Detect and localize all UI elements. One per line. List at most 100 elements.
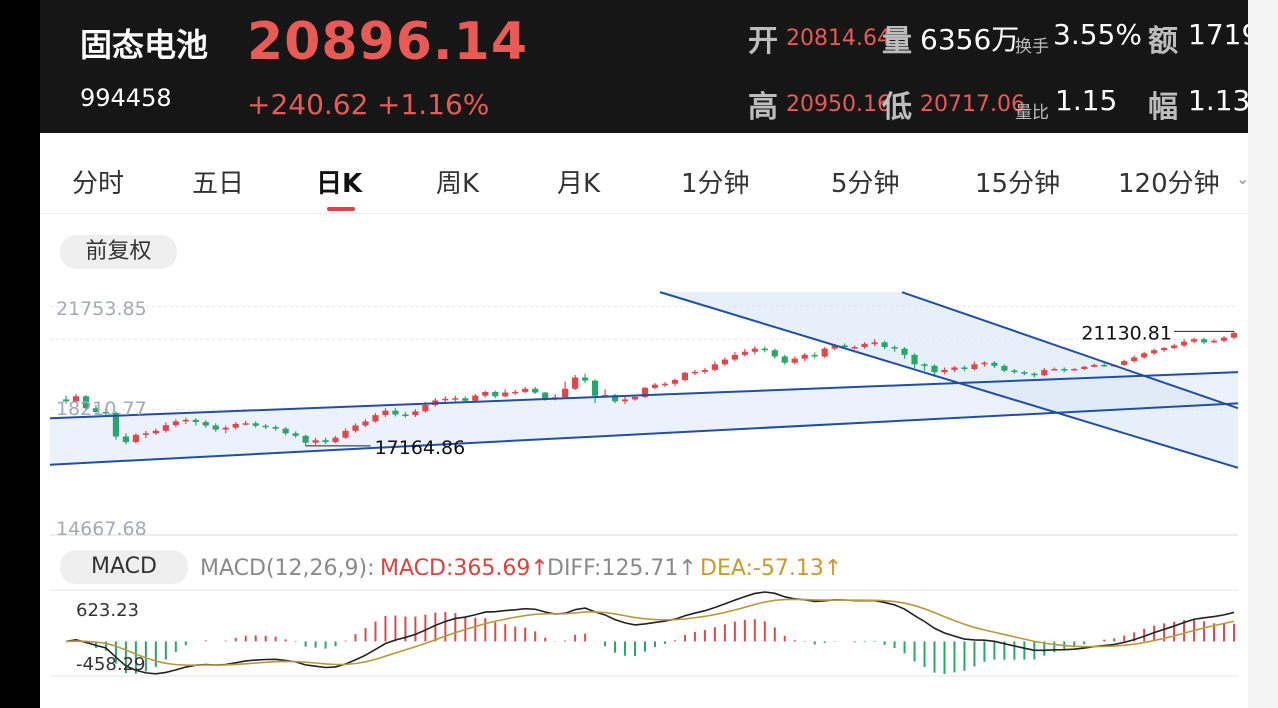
candle-body: [861, 343, 868, 348]
volume-label: 量: [882, 24, 912, 59]
tab-daily-k[interactable]: 日K: [316, 169, 363, 199]
candle-body: [392, 410, 399, 415]
candle: [591, 379, 599, 404]
candle-body: [352, 425, 359, 431]
y-axis-tick-label: 14667.68: [56, 518, 147, 540]
tab-intraday[interactable]: 分时: [72, 169, 125, 199]
tab-weekly-k[interactable]: 周K: [436, 169, 480, 199]
open-label: 开: [748, 24, 778, 59]
adjust-mode-button[interactable]: 前复权: [60, 235, 177, 269]
candle: [1230, 331, 1238, 339]
screen-edge-left: [0, 0, 40, 708]
turnover-label: 换手: [1015, 37, 1049, 57]
candle: [921, 362, 928, 371]
candle: [701, 368, 709, 374]
candle: [1021, 370, 1028, 376]
change-percent: +1.16%: [377, 88, 490, 121]
rising-channel-lower-line: [49, 402, 1239, 466]
candle: [212, 423, 219, 432]
candle-body: [322, 440, 329, 443]
candle: [621, 396, 629, 404]
tab-five-day[interactable]: 五日: [192, 169, 245, 199]
candle-body: [701, 369, 709, 372]
candle: [981, 361, 988, 367]
tab-1-minute[interactable]: 1分钟: [681, 169, 750, 199]
candle-body: [402, 414, 409, 416]
period-tab-bar: 分时 五日 日K 周K 月K 1分钟 5分钟 15分钟 120分钟 ⌄: [40, 145, 1248, 214]
tab-15-minute[interactable]: 15分钟: [975, 169, 1061, 199]
candle-body: [1081, 366, 1088, 370]
candle-body: [1230, 333, 1238, 338]
candle: [791, 356, 798, 365]
candle-body: [342, 430, 349, 438]
candle-body: [242, 423, 249, 425]
candle-body: [991, 362, 998, 366]
candle-body: [801, 354, 808, 359]
candle: [951, 365, 958, 373]
candle-body: [1071, 369, 1078, 371]
tab-5-minute[interactable]: 5分钟: [831, 169, 900, 199]
candle-body: [472, 395, 479, 401]
candle-body: [122, 436, 129, 443]
candle: [402, 411, 409, 418]
candle-body: [811, 354, 818, 357]
candle: [1121, 359, 1128, 366]
candle: [332, 435, 339, 444]
candle-body: [452, 398, 459, 400]
kline-chart[interactable]: 21753.85 18210.77 14667.68 21130.81 17164.86: [40, 285, 1248, 545]
candle: [372, 412, 379, 423]
candle-body: [1220, 337, 1228, 341]
macd-chart[interactable]: 623.23 -458.29: [40, 588, 1248, 698]
candle-body: [442, 398, 449, 401]
candle: [192, 418, 199, 426]
candle: [362, 419, 369, 428]
candle-body: [182, 419, 189, 422]
tab-monthly-k[interactable]: 月K: [557, 169, 601, 199]
candle: [681, 371, 689, 382]
candle-body: [741, 351, 748, 355]
candle-body: [292, 433, 299, 436]
candle: [312, 437, 319, 445]
candle: [342, 428, 349, 439]
candle: [961, 365, 968, 372]
candle: [492, 390, 499, 399]
falling-channel-lower-line: [659, 291, 1239, 469]
candle: [562, 381, 569, 398]
candle: [272, 425, 279, 431]
candle: [302, 434, 309, 446]
candle-body: [681, 372, 689, 380]
candle-body: [132, 434, 139, 443]
candle-body: [232, 423, 239, 428]
candle-body: [532, 388, 539, 393]
y-axis-tick-label: 21753.85: [56, 298, 147, 320]
candle-body: [821, 348, 828, 357]
candle: [1151, 348, 1158, 355]
candle: [142, 430, 149, 439]
candle: [252, 421, 259, 428]
candle: [1200, 337, 1208, 344]
candle-body: [262, 425, 269, 428]
rising-channel-upper-line: [49, 371, 1239, 420]
candle: [382, 408, 389, 418]
candle: [222, 425, 229, 434]
candle-body: [1031, 373, 1038, 376]
candle-body: [1001, 365, 1008, 371]
last-price: 20896.14: [247, 12, 529, 72]
candle-body: [981, 362, 988, 365]
candle-body: [771, 350, 778, 357]
macd-value: MACD:365.69↑: [380, 556, 549, 581]
candle-body: [931, 365, 938, 373]
amount-value: 1719: [1188, 18, 1248, 51]
y-axis-tick-label: 18210.77: [56, 398, 147, 420]
candle-body: [1121, 361, 1128, 365]
low-label: 低: [882, 90, 912, 125]
candle-body: [1200, 339, 1208, 343]
candle-body: [1210, 340, 1218, 343]
candle-body: [621, 399, 629, 402]
macd-params: MACD(12,26,9):: [200, 556, 375, 581]
indicator-selector[interactable]: MACD: [60, 550, 188, 584]
candle-body: [62, 399, 70, 402]
candle: [1031, 372, 1038, 378]
chevron-down-icon[interactable]: ⌄: [1236, 169, 1248, 188]
tab-120-minute[interactable]: 120分钟: [1118, 169, 1220, 199]
